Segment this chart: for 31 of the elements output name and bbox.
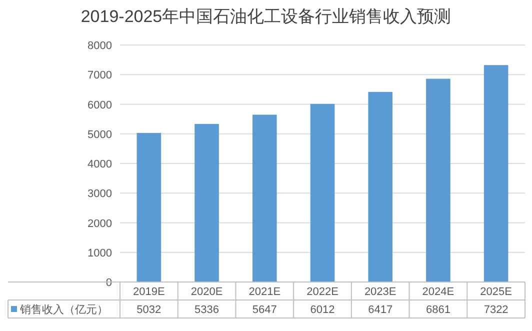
- bar: [310, 104, 335, 282]
- y-tick-label: 6000: [88, 99, 112, 112]
- data-label: 5336: [194, 304, 220, 316]
- bar: [426, 78, 450, 282]
- bar: [368, 92, 393, 282]
- data-label: 6012: [310, 304, 335, 316]
- bar: [484, 65, 508, 282]
- y-tick-label: 3000: [88, 188, 112, 200]
- y-tick-label: 1000: [88, 247, 112, 260]
- bar: [136, 132, 162, 282]
- x-tick-label: 2023E: [364, 286, 396, 298]
- legend-label: 销售收入（亿元）: [19, 303, 108, 316]
- bar: [194, 124, 219, 282]
- data-label: 7322: [484, 304, 508, 316]
- data-label: 6861: [426, 304, 450, 316]
- y-tick-label: 8000: [88, 40, 112, 52]
- bar: [252, 114, 277, 282]
- x-tick-label: 2025E: [480, 286, 512, 298]
- y-tick-label: 4000: [88, 158, 112, 170]
- x-tick-label: 2022E: [306, 286, 338, 298]
- data-label: 5032: [136, 304, 162, 316]
- x-tick-label: 2024E: [422, 286, 454, 298]
- y-tick-label: 5000: [88, 128, 112, 141]
- y-tick-label: 2000: [88, 218, 112, 230]
- x-tick-label: 2020E: [190, 286, 223, 298]
- chart-title: 2019-2025年中国石油化工设备行业销售收入预测: [80, 7, 452, 26]
- data-label: 6417: [368, 304, 393, 316]
- data-label: 5647: [252, 304, 277, 316]
- x-tick-label: 2021E: [248, 286, 281, 298]
- x-tick-label: 2019E: [133, 286, 165, 298]
- y-tick-label: 7000: [88, 70, 112, 82]
